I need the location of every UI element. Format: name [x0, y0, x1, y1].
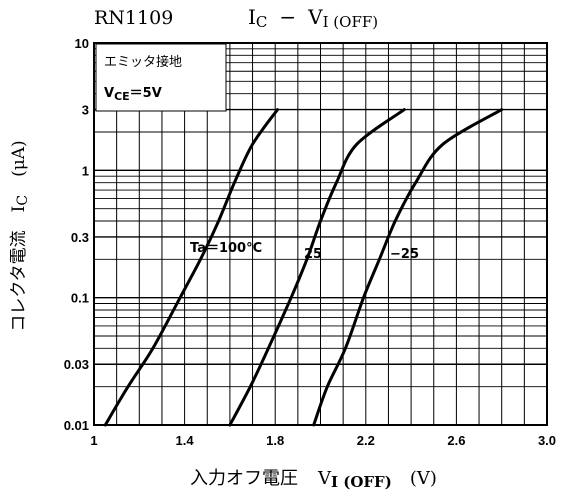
y-tick-label: 3: [82, 103, 89, 118]
y-axis-label-var: I: [9, 206, 29, 213]
y-axis-label-unit: (μA): [9, 140, 29, 177]
x-tick-label: 1.4: [176, 433, 195, 448]
series-line-0: [103, 108, 279, 427]
x-tick-label: 2.2: [357, 433, 375, 448]
x-tick-label: 2.6: [447, 433, 465, 448]
x-tick-label: 1: [90, 433, 97, 448]
x-axis-label: 入力オフ電圧 VI (OFF) (V): [190, 468, 437, 491]
title-dash: −: [279, 5, 296, 29]
device-name: RN1109: [94, 7, 173, 29]
y-tick-label: 10: [75, 36, 89, 51]
y-tick-label: 0.01: [64, 418, 89, 433]
x-axis-label-unit: (V): [410, 468, 437, 489]
title-ic-symbol: I: [248, 5, 256, 29]
conditions-line1: エミッタ接地: [104, 54, 182, 70]
conditions-box-frame: [95, 43, 227, 112]
title-vi-sub: I (OFF): [323, 13, 379, 31]
x-tick-label: 3.0: [538, 433, 556, 448]
vce-sub: CE: [114, 90, 130, 103]
y-axis-label-sub: C: [15, 195, 31, 206]
y-tick-label: 0.3: [71, 230, 89, 245]
series-label-25: 25: [304, 247, 322, 262]
vce-symbol: V: [104, 86, 114, 101]
x-axis-label-var: V: [317, 468, 332, 489]
y-tick-label: 1: [82, 163, 89, 178]
series-line-1: [228, 108, 406, 427]
conditions-box: エミッタ接地 VCE＝5V: [95, 43, 227, 112]
plot-area-frame: [93, 42, 548, 426]
y-tick-label: 0.03: [64, 357, 89, 372]
svg-text:コレクタ電流IC(μA): コレクタ電流 IC (μA): [9, 140, 31, 331]
series-line-2: [312, 108, 504, 427]
title-vi-symbol: V: [307, 5, 323, 29]
title-ic-sub: C: [256, 13, 267, 31]
x-axis-label-sub: I (OFF): [331, 473, 392, 491]
conditions-line2: VCE＝5V: [104, 86, 162, 103]
y-axis-label: コレクタ電流 IC (μA): [9, 140, 31, 331]
x-tick-label: 1.8: [266, 433, 284, 448]
axis-ticks: 1 1.4 1.8 2.2 2.6 3.0 0.01 0.03 0.1 0.3 1 3 10: [64, 36, 556, 448]
y-tick-label: 0.1: [71, 291, 89, 306]
y-axis-label-prefix: コレクタ電流: [9, 230, 29, 331]
series-label-100c: Ta＝100°C: [190, 241, 262, 256]
series-label-minus25: −25: [390, 247, 419, 262]
vce-value: ＝5V: [130, 86, 162, 101]
curves: [103, 108, 504, 427]
x-axis-label-prefix: 入力オフ電圧: [190, 468, 298, 489]
chart-title: IC − VI (OFF): [248, 5, 378, 31]
